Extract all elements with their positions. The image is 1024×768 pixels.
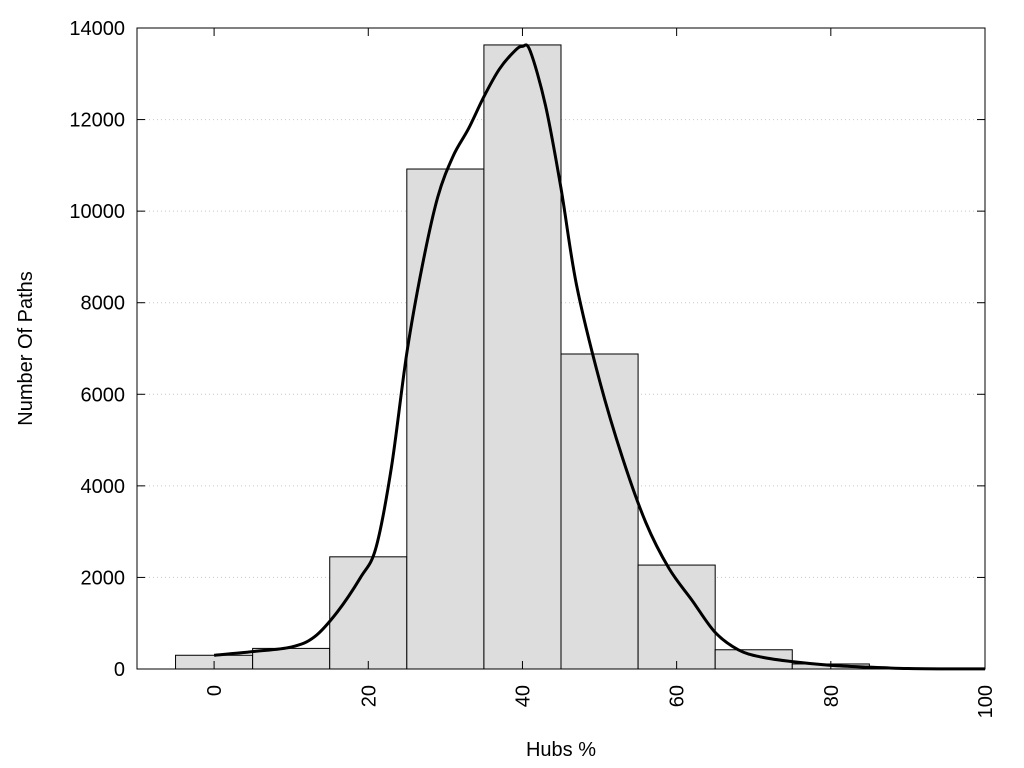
x-tick-label: 100 bbox=[975, 685, 997, 718]
y-tick-label: 4000 bbox=[81, 476, 126, 498]
x-axis-label: Hubs % bbox=[526, 739, 596, 761]
x-tick-label: 40 bbox=[512, 685, 534, 707]
histogram-bar bbox=[560, 353, 639, 670]
histogram-bars bbox=[175, 44, 986, 670]
y-tick-label: 0 bbox=[114, 659, 125, 681]
x-tick-label: 0 bbox=[204, 685, 226, 696]
axes: 0 2000 4000 6000 8000 10000 12000 14000 0 20 40 60 8… bbox=[69, 18, 997, 718]
y-tick-label: 8000 bbox=[81, 293, 126, 315]
y-tick-label: 14000 bbox=[69, 18, 125, 40]
density-curve-group bbox=[213, 43, 986, 671]
histogram-bar bbox=[406, 168, 485, 670]
x-tick-label: 80 bbox=[821, 685, 843, 707]
y-tick-label: 12000 bbox=[69, 110, 125, 132]
plot-frame bbox=[136, 27, 986, 670]
x-tick-label: 20 bbox=[358, 685, 380, 707]
y-tick-label: 10000 bbox=[69, 201, 125, 223]
y-axis-label: Number Of Paths bbox=[15, 271, 37, 426]
histogram-bar bbox=[483, 44, 562, 670]
y-tick-label: 6000 bbox=[81, 384, 126, 406]
histogram-bar bbox=[329, 556, 408, 670]
x-tick-label: 60 bbox=[667, 685, 689, 707]
density-curve bbox=[213, 43, 986, 671]
y-tick-label: 2000 bbox=[81, 567, 126, 589]
